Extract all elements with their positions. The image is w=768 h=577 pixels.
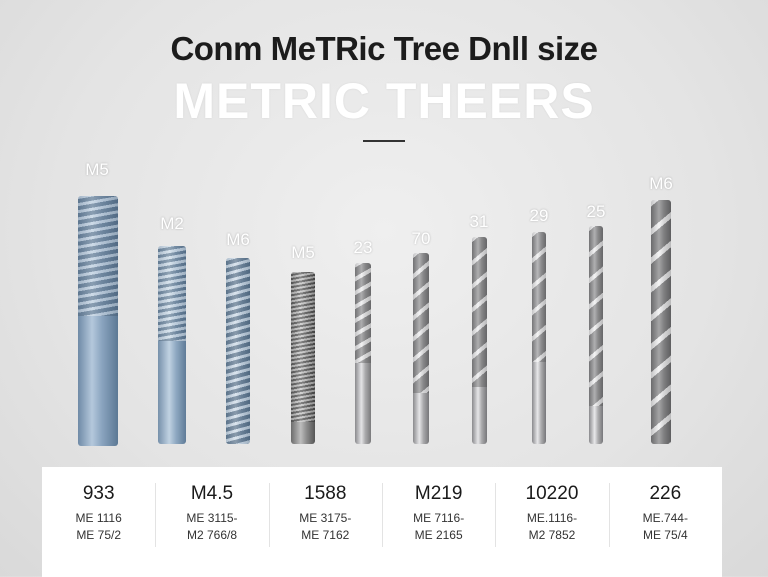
bit-shank: [413, 253, 429, 444]
size-spec: ME 75/4: [642, 528, 688, 542]
bit-label: M6: [649, 174, 673, 193]
bit-shank: [291, 272, 315, 444]
size-value: M219: [414, 483, 463, 504]
bit-shank: [158, 246, 186, 444]
size-column: M219 ME 7116- ME 2165: [381, 467, 495, 577]
size-value: 933: [82, 483, 115, 504]
bit-label: 31: [469, 212, 489, 231]
bit-label: M5: [291, 243, 315, 262]
size-table: 933 ME 1116 ME 75/2 M4.5 ME 3115- M2 766…: [42, 467, 722, 577]
bit-label: 23: [353, 238, 373, 257]
size-spec: M2 766/8: [186, 528, 238, 542]
page-subtitle: METRIC THEERS: [173, 73, 595, 129]
drill-bit-row: M5 M2 M6 M5 23 70 31: [78, 160, 673, 446]
size-spec: ME 3175-: [299, 511, 352, 525]
bit-shank: [589, 226, 603, 444]
bit-label: M2: [160, 214, 184, 233]
size-column: 1588 ME 3175- ME 7162: [268, 467, 382, 577]
bit-shank: [532, 232, 546, 444]
size-column: 226 ME.744- ME 75/4: [608, 467, 722, 577]
size-value: 10220: [525, 483, 579, 504]
bit-shank: [226, 258, 250, 444]
size-spec: ME.1116-: [526, 511, 578, 525]
size-value: 1588: [304, 483, 347, 504]
size-spec: ME.744-: [642, 511, 688, 525]
bit-shank: [78, 196, 118, 446]
size-spec: ME 75/2: [76, 528, 122, 542]
bit-shank: [355, 263, 371, 444]
size-value: M4.5: [190, 483, 234, 504]
size-spec: ME 2165: [414, 528, 463, 542]
bit-label: 29: [529, 206, 549, 225]
divider: [363, 140, 405, 142]
size-value: 226: [649, 483, 682, 504]
size-spec: ME 1116: [75, 511, 122, 525]
bit-shank: [472, 237, 487, 444]
size-spec: ME 7116-: [413, 511, 465, 525]
size-spec: M2 7852: [528, 528, 576, 542]
page-title: Conm MeTRic Tree Dnll size: [170, 30, 598, 67]
bit-label: M6: [226, 230, 250, 249]
size-column: 933 ME 1116 ME 75/2: [42, 467, 155, 577]
size-column: 10220 ME.1116- M2 7852: [495, 467, 608, 577]
bit-label: M5: [85, 160, 109, 179]
bit-label: 25: [586, 202, 606, 221]
bit-shank: [651, 200, 671, 444]
size-spec: ME 7162: [301, 528, 350, 542]
size-spec: ME 3115-: [186, 511, 238, 525]
size-column: M4.5 ME 3115- M2 766/8: [155, 467, 268, 577]
bit-label: 70: [411, 229, 431, 248]
